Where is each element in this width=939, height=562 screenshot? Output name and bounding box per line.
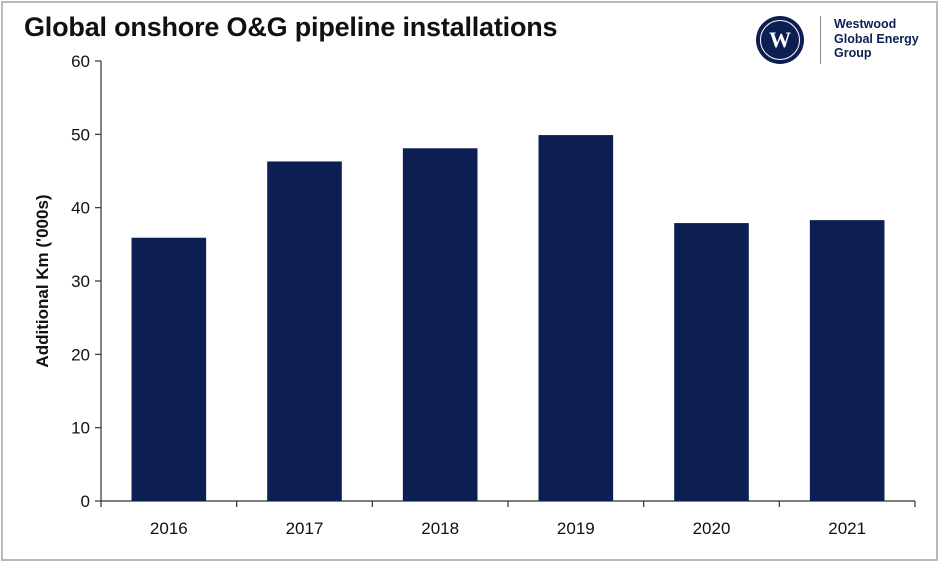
logo-divider xyxy=(820,16,821,64)
x-tick-label: 2019 xyxy=(557,519,595,538)
y-tick-label: 0 xyxy=(81,492,90,511)
y-tick-label: 10 xyxy=(71,419,90,438)
x-tick-label: 2017 xyxy=(286,519,324,538)
bar-2021 xyxy=(809,220,885,501)
bar-2020 xyxy=(674,223,749,502)
chart-title: Global onshore O&G pipeline installation… xyxy=(24,12,558,42)
bar-2016 xyxy=(131,237,207,501)
x-tick-label: 2016 xyxy=(150,519,188,538)
y-tick-label: 20 xyxy=(71,345,90,364)
x-tick-label: 2021 xyxy=(828,519,866,538)
bar-2018 xyxy=(402,148,478,501)
logo-line-2: Global Energy xyxy=(834,31,919,46)
y-axis-label: Additional Km ('000s) xyxy=(33,194,52,367)
logo-mark-letter: W xyxy=(769,27,791,52)
bar-2017 xyxy=(267,161,342,501)
y-tick-label: 40 xyxy=(71,199,90,218)
y-tick-label: 60 xyxy=(71,52,90,71)
y-tick-label: 30 xyxy=(71,272,90,291)
x-tick-label: 2020 xyxy=(693,519,731,538)
logo-line-3: Group xyxy=(834,46,872,60)
y-tick-label: 50 xyxy=(71,125,90,144)
bar-2019 xyxy=(538,135,614,502)
westwood-logo: W Westwood Global Energy Group xyxy=(756,14,926,70)
x-tick-label: 2018 xyxy=(421,519,459,538)
logo-line-1: Westwood xyxy=(834,17,897,31)
logo-text: Westwood Global Energy Group xyxy=(834,17,919,61)
logo-mark-icon: W xyxy=(756,16,804,64)
